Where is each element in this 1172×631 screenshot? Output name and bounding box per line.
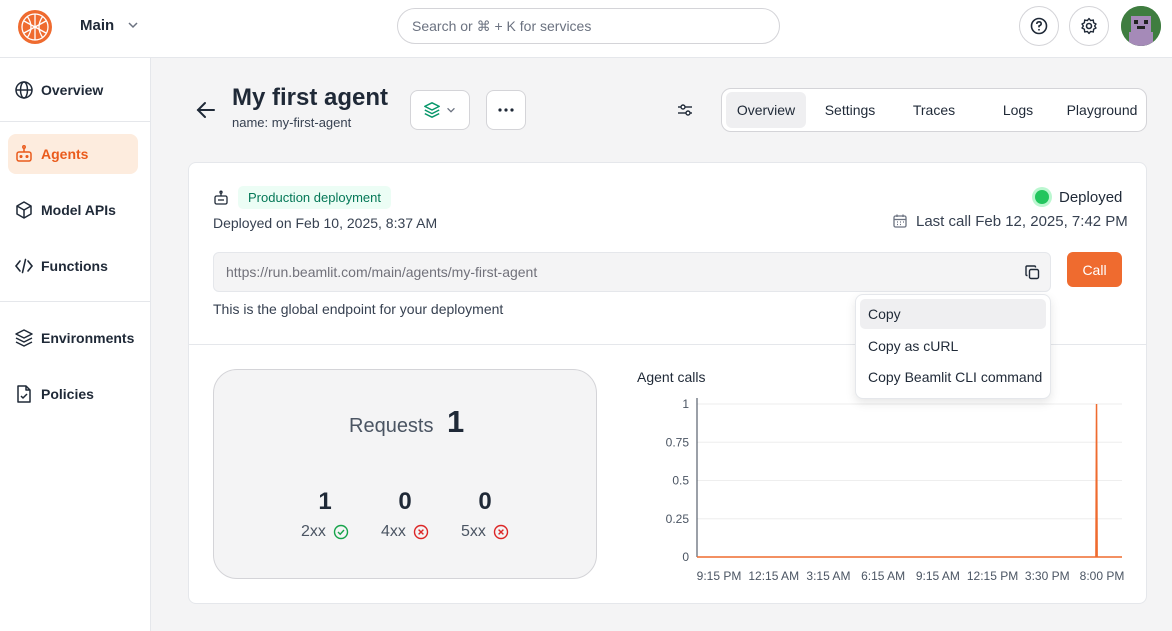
robot-icon <box>16 145 32 162</box>
agent-name-prefix: name: <box>232 115 269 130</box>
beamlit-logo-icon[interactable] <box>18 10 52 44</box>
agent-name: name: my-first-agent <box>232 115 351 130</box>
call-button[interactable]: Call <box>1067 252 1122 287</box>
tab-traces[interactable]: Traces <box>912 102 956 118</box>
endpoint-url-field[interactable]: https://run.beamlit.com/main/agents/my-f… <box>213 252 1051 292</box>
copy-icon[interactable] <box>1024 264 1041 281</box>
sidebar-item-model-apis[interactable]: Model APIs <box>8 190 138 230</box>
document-check-icon <box>17 385 31 403</box>
workspace-name[interactable]: Main <box>80 17 115 34</box>
avatar[interactable] <box>1121 6 1161 46</box>
sidebar-item-overview[interactable]: Overview <box>8 70 138 110</box>
stat-4xx-label: 4xx <box>381 523 406 540</box>
environment-selector[interactable] <box>410 90 470 130</box>
x-tick-label: 9:15 PM <box>697 569 742 583</box>
sidebar-item-environments[interactable]: Environments <box>8 318 138 358</box>
settings-button[interactable] <box>1069 6 1109 46</box>
menu-item-copy[interactable]: Copy <box>860 299 1046 329</box>
sidebar-item-policies[interactable]: Policies <box>8 374 138 414</box>
globe-icon <box>15 81 33 99</box>
robot-icon <box>214 190 228 205</box>
x-circle-icon <box>413 524 429 540</box>
y-tick-label: 0.75 <box>666 435 690 449</box>
sidebar-item-agents[interactable]: Agents <box>8 134 138 174</box>
help-icon <box>1030 17 1048 35</box>
menu-item-copy-cli[interactable]: Copy Beamlit CLI command <box>868 369 1043 385</box>
sidebar-item-functions[interactable]: Functions <box>8 246 138 286</box>
tab-overview[interactable]: Overview <box>726 92 806 128</box>
sidebar-item-label: Model APIs <box>41 202 116 218</box>
production-badge: Production deployment <box>238 186 391 209</box>
tab-settings[interactable]: Settings <box>824 102 876 118</box>
tab-logs[interactable]: Logs <box>1002 102 1034 118</box>
stat-4xx-value: 0 <box>398 488 412 515</box>
y-tick-label: 1 <box>682 397 689 411</box>
sliders-icon[interactable] <box>676 101 694 119</box>
tab-bar: Overview Settings Traces Logs Playground <box>721 88 1147 132</box>
calendar-icon <box>893 214 907 228</box>
x-tick-label: 3:15 AM <box>806 569 850 583</box>
copy-menu: Copy Copy as cURL Copy Beamlit CLI comma… <box>855 294 1051 399</box>
ellipsis-icon <box>498 108 514 112</box>
y-tick-label: 0.5 <box>672 474 689 488</box>
search-input[interactable] <box>397 8 780 44</box>
top-bar: Main <box>0 0 1172 58</box>
chevron-down-icon[interactable] <box>126 18 140 32</box>
x-circle-icon <box>493 524 509 540</box>
sidebar-item-label: Agents <box>41 146 89 162</box>
x-tick-label: 12:15 PM <box>967 569 1018 583</box>
endpoint-note: This is the global endpoint for your dep… <box>213 301 504 317</box>
more-options-button[interactable] <box>486 90 526 130</box>
x-tick-label: 12:15 AM <box>748 569 799 583</box>
help-button[interactable] <box>1019 6 1059 46</box>
tab-playground[interactable]: Playground <box>1066 102 1138 118</box>
requests-label: Requests <box>349 415 434 437</box>
layers-icon <box>424 102 440 118</box>
status-badge: Deployed <box>1059 189 1123 206</box>
agent-name-value: my-first-agent <box>271 115 352 130</box>
chart-title: Agent calls <box>637 369 706 385</box>
x-tick-label: 8:00 PM <box>1080 569 1125 583</box>
status-indicator <box>1035 190 1049 204</box>
agent-calls-chart: 0 0.25 0.5 0.75 1 9:15 PM 12:15 AM 3:15 AM 6:15 … <box>666 397 1125 583</box>
stat-2xx-value: 1 <box>318 488 332 515</box>
sidebar-item-label: Environments <box>41 330 135 346</box>
layers-icon <box>15 329 33 347</box>
stat-5xx-value: 0 <box>478 488 492 515</box>
y-tick-label: 0.25 <box>666 512 690 526</box>
x-tick-label: 9:15 AM <box>916 569 960 583</box>
requests-panel <box>213 369 597 579</box>
sidebar-divider <box>0 121 150 122</box>
page-title: My first agent <box>232 84 389 111</box>
sidebar-item-label: Functions <box>41 258 108 274</box>
check-circle-icon <box>333 524 349 540</box>
sidebar-item-label: Overview <box>41 82 104 98</box>
x-tick-label: 3:30 PM <box>1025 569 1070 583</box>
stat-2xx-label: 2xx <box>301 523 326 540</box>
chevron-down-icon <box>447 107 455 113</box>
last-call-text: Last call Feb 12, 2025, 7:42 PM <box>916 213 1128 230</box>
code-icon <box>14 258 34 274</box>
deployed-on-text: Deployed on Feb 10, 2025, 8:37 AM <box>213 215 438 231</box>
gear-icon <box>1081 17 1097 35</box>
cube-icon <box>16 201 32 219</box>
sidebar-item-label: Policies <box>41 386 94 402</box>
y-tick-label: 0 <box>682 550 689 564</box>
requests-total: 1 <box>447 404 465 439</box>
menu-item-copy-curl[interactable]: Copy as cURL <box>868 338 959 354</box>
sidebar-divider <box>0 301 150 302</box>
series-line <box>697 403 1122 558</box>
arrow-left-icon[interactable] <box>195 99 217 121</box>
stat-5xx-label: 5xx <box>461 523 486 540</box>
card-divider <box>189 344 1146 345</box>
x-tick-label: 6:15 AM <box>861 569 905 583</box>
